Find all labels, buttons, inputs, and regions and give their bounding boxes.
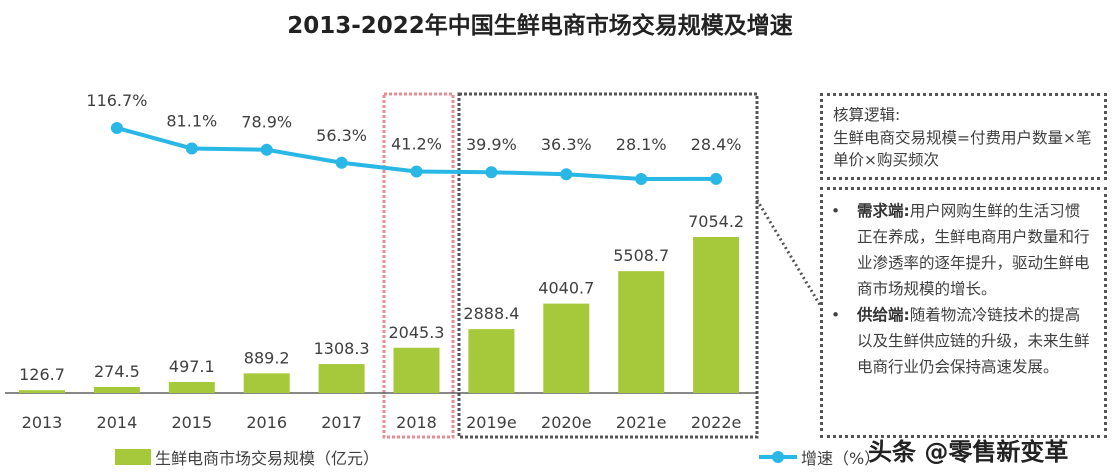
x-tick-label: 2022e <box>691 413 742 432</box>
bar-value-label: 2045.3 <box>389 323 445 342</box>
growth-point-2014 <box>110 121 123 134</box>
connector-line <box>755 199 822 306</box>
x-tick-label: 2015 <box>171 413 212 432</box>
x-tick-label: 2017 <box>321 413 362 432</box>
growth-value-label: 36.3% <box>541 135 592 154</box>
bullet: • <box>831 306 841 324</box>
forecast-box <box>457 92 759 439</box>
bar-value-label: 274.5 <box>94 362 140 381</box>
growth-value-label: 56.3% <box>316 126 367 145</box>
x-tick-label: 2018 <box>396 413 437 432</box>
bar-value-label: 889.2 <box>244 348 290 367</box>
demand-label: 需求端: <box>857 202 910 220</box>
x-tick-label: 2014 <box>97 413 138 432</box>
bar-value-label: 2888.4 <box>463 304 519 323</box>
growth-value-label: 78.9% <box>241 113 292 132</box>
bar-value-label: 4040.7 <box>538 279 594 298</box>
bullet: • <box>831 202 841 220</box>
bar-2020e <box>543 303 590 393</box>
x-tick-label: 2019e <box>466 413 517 432</box>
logic-text: 生鲜电商交易规模=付费用户数量×笔单价×购买频次 <box>833 128 1092 170</box>
bar-value-label: 126.7 <box>19 365 65 384</box>
growth-point-2018 <box>410 165 423 178</box>
legend: 生鲜电商市场交易规模（亿元） 增速（%） <box>115 445 880 469</box>
supply-text: 随着物流冷链技术的提高以及生鲜供应链的升级，未来生鲜电商行业仍会保持高速发展。 <box>857 306 1090 376</box>
growth-point-2016 <box>260 143 273 156</box>
growth-point-2022e <box>710 172 723 185</box>
bar-2018 <box>393 347 440 393</box>
growth-point-2019e <box>485 166 498 179</box>
demand-text: 用户网购生鲜的生活习惯正在养成，生鲜电商用户数量和行业渗透率的逐年提升，驱动生鲜… <box>857 202 1090 298</box>
growth-value-label: 116.7% <box>86 91 147 110</box>
supply-label: 供给端: <box>857 306 910 324</box>
legend-line-label: 增速（%） <box>801 449 881 468</box>
calc-logic-box: 核算逻辑: 生鲜电商交易规模=付费用户数量×笔单价×购买频次 <box>820 93 1107 180</box>
growth-point-2021e <box>635 173 648 185</box>
legend-line-swatch <box>759 451 798 463</box>
growth-point-2017 <box>335 156 348 169</box>
x-tick-label: 2021e <box>616 413 667 432</box>
legend-bar-swatch <box>115 449 151 465</box>
legend-bar-label: 生鲜电商市场交易规模（亿元） <box>155 449 380 468</box>
growth-point-2015 <box>185 142 198 155</box>
bar-2014 <box>93 386 140 393</box>
x-tick-label: 2013 <box>22 413 63 432</box>
bar-2019e <box>468 329 515 393</box>
bar-value-label: 497.1 <box>169 357 215 376</box>
bar-value-label: 5508.7 <box>613 246 669 265</box>
bar-2017 <box>318 364 365 393</box>
growth-value-label: 28.4% <box>691 135 742 154</box>
bar-2013 <box>19 390 65 393</box>
growth-value-label: 39.9% <box>466 135 517 154</box>
bar-2022e <box>693 237 740 393</box>
growth-value-label: 81.1% <box>166 111 217 130</box>
growth-value-label: 41.2% <box>391 134 442 153</box>
logic-title: 核算逻辑: <box>833 106 901 124</box>
highlight-2018-box <box>382 92 455 439</box>
x-tick-label: 2016 <box>246 413 287 432</box>
bar-2016 <box>243 373 290 393</box>
watermark: 头条 @零售新变革 <box>868 438 1069 466</box>
bar-2015 <box>168 382 215 393</box>
bar-value-label: 7054.2 <box>688 212 744 231</box>
x-tick-label: 2020e <box>541 413 592 432</box>
chart-title: 2013-2022年中国生鲜电商市场交易规模及增速 <box>287 13 793 39</box>
bar-2021e <box>618 271 665 393</box>
growth-value-label: 28.1% <box>616 135 667 154</box>
drivers-box: • 需求端:用户网购生鲜的生活习惯正在养成，生鲜电商用户数量和行业渗透率的逐年提升… <box>820 187 1107 438</box>
bar-value-label: 1308.3 <box>314 339 370 358</box>
growth-point-2020e <box>560 168 573 181</box>
